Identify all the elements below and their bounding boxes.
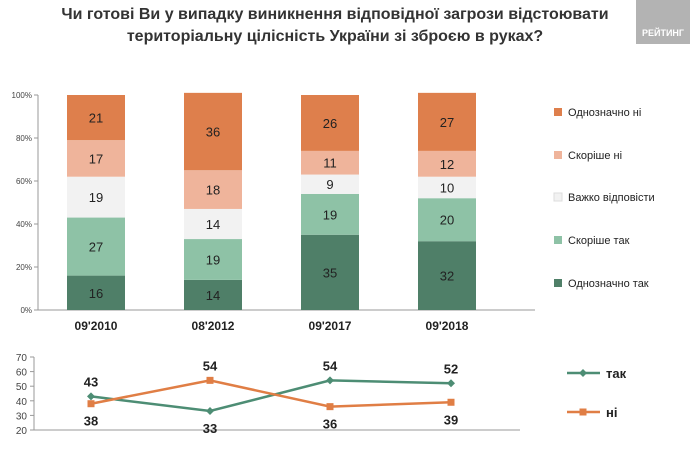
data-point — [206, 407, 214, 416]
bar-segment — [301, 150, 359, 175]
series-line — [90, 379, 452, 408]
bar-segment — [184, 208, 242, 240]
data-label: 19 — [89, 190, 103, 205]
data-point — [447, 398, 455, 406]
data-label: 11 — [323, 156, 337, 171]
bar-segment — [418, 150, 476, 177]
data-label: 12 — [440, 157, 454, 172]
data-label: 19 — [206, 252, 220, 267]
x-tick-label: 08'2012 — [192, 319, 235, 333]
data-label: 21 — [89, 111, 103, 126]
y-tick-label: 60 — [16, 368, 28, 379]
bar-segment — [301, 174, 359, 194]
legend-label: ні — [606, 405, 617, 420]
y-tick-label: 50 — [16, 382, 28, 393]
data-label: 20 — [440, 213, 454, 228]
data-label: 18 — [206, 183, 220, 198]
logo: РЕЙТИНГ — [636, 0, 690, 44]
y-tick-label: 70 — [16, 353, 28, 364]
logo-text: РЕЙТИНГ — [641, 28, 685, 38]
bar-segment — [301, 234, 359, 310]
data-label: 32 — [440, 269, 454, 284]
legend-swatch — [554, 279, 562, 287]
data-point — [326, 376, 334, 385]
y-tick-label: 20 — [16, 426, 28, 437]
data-label: 27 — [440, 115, 454, 130]
y-tick-label: 60% — [16, 177, 32, 186]
bar-segment — [67, 140, 125, 177]
bar-segment — [301, 95, 359, 151]
legend-label: Скоріше так — [568, 235, 630, 247]
bar-segment — [418, 176, 476, 199]
data-label: 19 — [323, 207, 337, 222]
data-label: 43 — [84, 374, 98, 389]
y-tick-label: 100% — [12, 91, 32, 100]
y-tick-label: 40 — [16, 397, 28, 408]
y-tick-label: 80% — [16, 134, 32, 143]
legend-marker — [579, 369, 587, 377]
bar-segment — [67, 275, 125, 310]
stacked-bar-chart: 0% 20% 40% 60% 80% 100% 16 27 19 17 21 09'2010 14 19 1… — [12, 91, 655, 333]
x-tick-label: 09'2010 — [75, 319, 118, 333]
data-label: 54 — [203, 358, 218, 373]
data-point — [206, 376, 214, 384]
data-point — [326, 403, 334, 411]
y-tick-label: 40% — [16, 220, 32, 229]
legend-label: Важко відповісти — [568, 192, 655, 204]
y-tick-label: 30 — [16, 411, 28, 422]
bar-segment — [301, 193, 359, 235]
legend-label: Однозначно ні — [568, 107, 641, 119]
data-point — [447, 379, 455, 388]
legend-label: Скоріше ні — [568, 150, 622, 162]
bar-segment — [418, 241, 476, 310]
x-tick-label: 09'2017 — [309, 319, 352, 333]
data-label: 9 — [326, 177, 333, 192]
data-label: 33 — [203, 421, 217, 436]
data-label: 36 — [206, 125, 220, 140]
data-label: 16 — [89, 286, 103, 301]
legend-label: Однозначно так — [568, 278, 649, 290]
data-label: 54 — [323, 358, 338, 373]
bar-segment — [67, 95, 125, 141]
legend-swatch — [554, 108, 562, 116]
data-label: 10 — [440, 180, 454, 195]
series-line — [90, 379, 452, 413]
chart-title: Чи готові Ви у випадку виникнення відпов… — [61, 6, 609, 45]
x-tick-label: 09'2018 — [426, 319, 469, 333]
data-point — [87, 400, 95, 408]
legend-swatch — [553, 192, 563, 202]
bar-segment — [184, 239, 242, 280]
legend-marker — [579, 408, 587, 416]
data-label: 35 — [323, 265, 337, 280]
data-label: 52 — [444, 361, 458, 376]
y-tick-label: 20% — [16, 263, 32, 272]
data-label: 14 — [206, 288, 220, 303]
bar-segment — [184, 92, 242, 171]
data-label: 38 — [84, 414, 98, 429]
legend-swatch — [554, 151, 562, 159]
bar-segment — [184, 279, 242, 310]
data-label: 26 — [323, 116, 337, 131]
bar-segment — [418, 92, 476, 151]
data-point — [87, 392, 95, 401]
bar-segment — [67, 176, 125, 218]
y-tick-label: 0% — [20, 306, 32, 315]
data-label: 17 — [89, 151, 103, 166]
data-label: 36 — [323, 417, 337, 432]
bar-segment — [418, 198, 476, 242]
legend-swatch — [554, 236, 562, 244]
legend-label: так — [606, 366, 627, 381]
data-label: 39 — [444, 412, 458, 427]
bar-segment — [67, 217, 125, 276]
data-label: 27 — [89, 240, 103, 255]
bar-segment — [184, 170, 242, 209]
data-label: 14 — [206, 217, 220, 232]
